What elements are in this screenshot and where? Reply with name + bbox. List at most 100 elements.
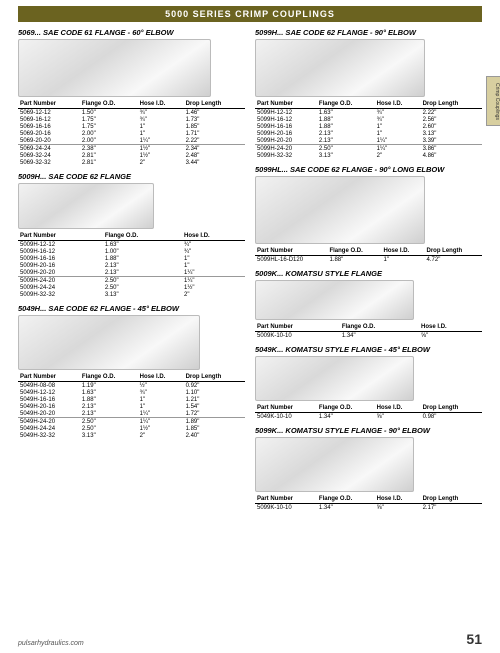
table-row: 5009H-12-121.63"¾" [18,241,245,249]
cell: 3.86" [421,145,482,153]
cell: 1.10" [184,389,245,396]
cell: 3.13" [317,152,375,159]
th: Drop Length [421,495,482,504]
cell: 5099H-20-20 [255,137,317,145]
table-5049K: Part Number Flange O.D. Hose I.D. Drop L… [255,404,482,420]
cell: 2" [138,432,184,439]
table-row: 5099H-20-162.13"1"3.13" [255,130,482,137]
tbody: 5099HL-16-D1201.88"1"4.72" [255,256,482,264]
cell: 4.72" [425,256,482,264]
th: Part Number [255,100,317,109]
cell: ¾" [182,248,245,255]
table-row: 5009H-20-162.13"1" [18,262,245,269]
th: Hose I.D. [375,100,421,109]
product-image [255,437,414,492]
cell: 5099H-16-16 [255,123,317,130]
table-row: 5009K-10-101.34"⅝" [255,332,482,340]
cell: 2" [182,291,245,298]
table-row: 5049H-16-161.88"1"1.21" [18,396,245,403]
table-row: 5069-20-162.00"1"1.71" [18,130,245,137]
product-image [18,183,154,229]
tbody: 5009H-12-121.63"¾"5009H-16-121.00"¾"5009… [18,241,245,299]
cell: 5099HL-16-D120 [255,256,327,264]
cell: 3.39" [421,137,482,145]
cell: 2.13" [103,269,182,277]
table-row: 5069-16-121.75"¾"1.73" [18,116,245,123]
table-row: 5009H-16-121.00"¾" [18,248,245,255]
cell: 5009H-20-16 [18,262,103,269]
th: Part Number [18,100,80,109]
table-row: 5049H-08-081.19"½"0.92" [18,382,245,390]
cell: 2" [138,159,184,166]
cell: 5069-20-16 [18,130,80,137]
table-row: 5099H-24-202.50"1¼"3.86" [255,145,482,153]
cell: ⅝" [375,413,421,421]
cell: 1" [375,123,421,130]
section-title-5049H: 5049H... SAE CODE 62 FLANGE - 45° ELBOW [18,304,245,313]
table-5099H: Part Number Flange O.D. Hose I.D. Drop L… [255,100,482,159]
th: Hose I.D. [138,100,184,109]
cell: 2" [375,152,421,159]
table-row: 5099K-10-101.34"⅝"2.17" [255,504,482,512]
cell: 1.63" [80,389,138,396]
section-title-5099H: 5099H... SAE CODE 62 FLANGE - 90° ELBOW [255,28,482,37]
table-row: 5099HL-16-D1201.88"1"4.72" [255,256,482,264]
tbody: 5099H-12-121.63"¾"2.22"5099H-16-121.88"¾… [255,109,482,160]
cell: ¾" [375,109,421,117]
cell: 3.44" [184,159,245,166]
table-row: 5049K-10-101.34"⅝"0.98" [255,413,482,421]
cell: 5099H-32-32 [255,152,317,159]
cell: 1½" [182,284,245,291]
footer-url: pulsarhydraulics.com [18,640,84,647]
th: Hose I.D. [375,404,421,413]
table-row: 5069-24-242.38"1½"2.34" [18,145,245,153]
cell: 3.13" [80,432,138,439]
cell: 1¼" [182,269,245,277]
th: Drop Length [184,100,245,109]
cell: 2.50" [103,277,182,285]
cell: 5009H-12-12 [18,241,103,249]
page-number: 51 [466,631,482,647]
th: Part Number [255,323,340,332]
cell: 1.00" [103,248,182,255]
cell: 2.13" [80,403,138,410]
cell: 2.13" [80,410,138,418]
cell: 5099H-20-16 [255,130,317,137]
table-row: 5099H-12-121.63"¾"2.22" [255,109,482,117]
table-row: 5099H-20-202.13"1¼"3.39" [255,137,482,145]
cell: 1.73" [184,116,245,123]
table-row: 5099H-16-121.88"¾"2.56" [255,116,482,123]
cell: 1.88" [317,116,375,123]
table-5069: Part Number Flange O.D. Hose I.D. Drop L… [18,100,245,166]
table-row: 5009H-24-242.50"1½" [18,284,245,291]
cell: 1" [182,262,245,269]
cell: 1" [382,256,425,264]
cell: 5009H-24-24 [18,284,103,291]
th: Drop Length [184,373,245,382]
cell: 5049H-24-24 [18,425,80,432]
cell: 1.21" [184,396,245,403]
product-image [255,176,425,244]
cell: 1.71" [184,130,245,137]
product-image [255,280,414,320]
cell: 5069-12-12 [18,109,80,117]
th: Drop Length [421,100,482,109]
table-row: 5009H-32-323.13"2" [18,291,245,298]
th: Drop Length [421,404,482,413]
cell: 2.22" [421,109,482,117]
cell: 5049H-12-12 [18,389,80,396]
th: Flange O.D. [317,100,375,109]
cell: 5009H-16-12 [18,248,103,255]
th: Hose I.D. [138,373,184,382]
cell: 3.13" [103,291,182,298]
cell: 2.50" [80,418,138,426]
cell: 0.92" [184,382,245,390]
table-row: 5069-16-161.75"1"1.85" [18,123,245,130]
cell: 1" [182,255,245,262]
cell: 1½" [138,145,184,153]
section-title-5049K: 5049K... KOMATSU STYLE FLANGE - 45° ELBO… [255,345,482,354]
th: Part Number [255,247,327,256]
th: Drop Length [425,247,482,256]
cell: 5009H-24-20 [18,277,103,285]
cell: 5069-24-24 [18,145,80,153]
